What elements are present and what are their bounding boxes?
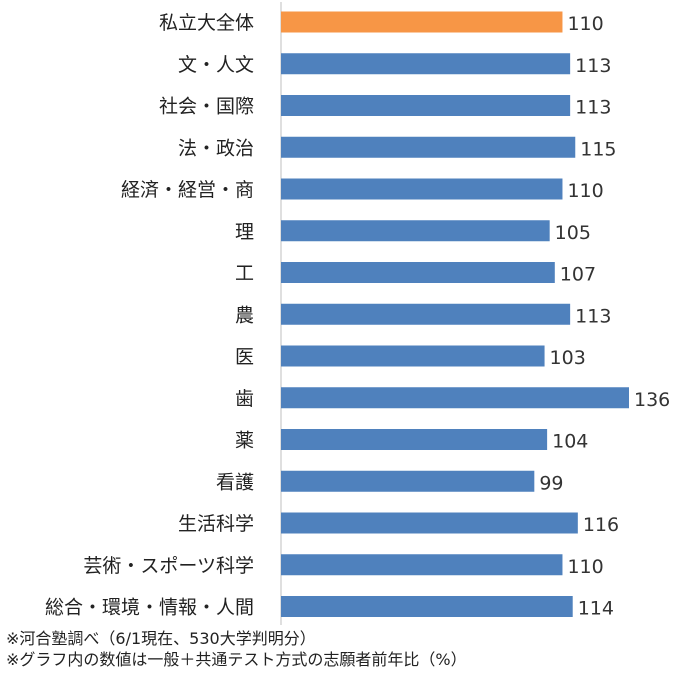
footnote-description: ※グラフ内の数値は一般＋共通テスト方式の志願者前年比（%） xyxy=(6,650,467,669)
category-label: 歯 xyxy=(235,388,254,410)
category-label: 農 xyxy=(235,304,254,326)
value-label: 110 xyxy=(567,13,603,35)
value-label: 113 xyxy=(575,55,611,77)
bar xyxy=(281,303,571,325)
category-label: 芸術・スポーツ科学 xyxy=(83,555,254,577)
category-label: 理 xyxy=(235,221,254,243)
bar-chart-svg: 私立大全体 110 文・人文 113 社会・国際 113 法・政治 115 経済・経営・商 110… xyxy=(45,2,670,625)
bar xyxy=(281,345,545,367)
bar xyxy=(281,429,548,450)
category-label: 社会・国際 xyxy=(159,96,254,118)
category-label: 私立大全体 xyxy=(159,12,254,34)
category-label: 法・政治 xyxy=(178,137,254,159)
category-label: 工 xyxy=(235,263,254,285)
bar xyxy=(281,95,571,116)
category-label: 医 xyxy=(235,346,254,368)
value-label: 110 xyxy=(567,180,603,202)
category-label: 経済・経営・商 xyxy=(121,179,254,201)
value-label: 113 xyxy=(575,97,611,119)
bar xyxy=(281,596,573,617)
bar-highlighted xyxy=(281,11,563,33)
category-label: 文・人文 xyxy=(178,54,254,76)
bar xyxy=(281,53,571,75)
value-label: 99 xyxy=(539,472,563,494)
footnotes: ※河合塾調べ（6/1現在、530大学判明分） ※グラフ内の数値は一般＋共通テスト… xyxy=(6,628,676,670)
value-label: 136 xyxy=(634,389,670,411)
value-label: 113 xyxy=(575,305,611,327)
category-label: 薬 xyxy=(235,430,254,452)
bar xyxy=(281,512,578,534)
value-label: 104 xyxy=(552,431,588,453)
footnote-source: ※河合塾調べ（6/1現在、530大学判明分） xyxy=(6,629,316,648)
value-label: 103 xyxy=(550,347,586,369)
bar-chart: 私立大全体 110 文・人文 113 社会・国際 113 法・政治 115 経済・経営・商 110… xyxy=(45,2,670,625)
bar xyxy=(281,178,563,200)
value-label: 115 xyxy=(580,138,616,160)
bar xyxy=(281,470,535,492)
bar xyxy=(281,554,563,576)
value-label: 110 xyxy=(567,556,603,578)
bar xyxy=(281,387,629,409)
value-label: 105 xyxy=(555,222,591,244)
category-label: 総合・環境・情報・人間 xyxy=(45,597,254,619)
value-label: 116 xyxy=(583,514,619,536)
bar xyxy=(281,262,555,283)
category-label: 生活科学 xyxy=(178,513,254,535)
value-label: 114 xyxy=(578,598,614,620)
value-label: 107 xyxy=(560,264,596,286)
bar xyxy=(281,220,550,242)
bar xyxy=(281,136,576,158)
category-label: 看護 xyxy=(216,471,254,493)
